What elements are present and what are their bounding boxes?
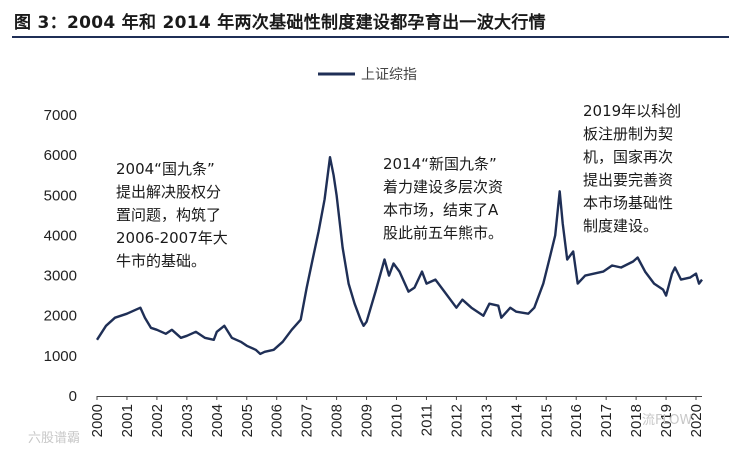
series-layer	[95, 156, 703, 356]
x-tick-label: 2002	[149, 404, 166, 437]
x-axis: 2000 2001 2002 2003 2004 2005 2006 2007 2008 2009…	[89, 396, 705, 437]
x-tick-label: 2014	[508, 404, 525, 437]
x-tick-label: 2020	[688, 404, 705, 437]
x-tick-label: 2008	[329, 404, 346, 437]
x-tick-label: 2019	[658, 404, 675, 437]
title-rule	[12, 36, 729, 38]
figure-title: 图 3：2004 年和 2014 年两次基础性制度建设都孕育出一波大行情	[14, 13, 546, 33]
x-tick-label: 2010	[389, 404, 406, 437]
legend: 上证综指	[318, 67, 417, 83]
x-tick-label: 2004	[209, 404, 226, 437]
y-tick-label: 6000	[44, 147, 77, 164]
x-tick-label: 2000	[89, 404, 106, 437]
y-tick-label: 5000	[44, 187, 77, 204]
legend-label: 上证综指	[361, 67, 417, 83]
y-tick-label: 0	[69, 388, 77, 405]
x-tick-label: 2009	[359, 404, 376, 437]
y-tick-label: 3000	[44, 268, 77, 285]
y-tick-label: 1000	[44, 348, 77, 365]
x-tick-label: 2007	[299, 404, 316, 437]
x-tick-label: 2005	[239, 404, 256, 437]
annotation-2004: 2004“国九条” 提出解决股权分 置问题，构筑了 2006-2007年大 牛市…	[116, 160, 228, 270]
watermark-left: 六股谱霸	[28, 431, 81, 446]
annotation-2014: 2014“新国九条” 着力建设多层次资 本市场，结束了A 股此前五年熊市。	[383, 155, 504, 242]
x-tick-label: 2013	[478, 404, 495, 437]
x-tick-label: 2015	[538, 404, 555, 437]
y-tick-label: 4000	[44, 227, 77, 244]
y-tick-label: 2000	[44, 308, 77, 325]
series-line	[95, 156, 703, 356]
x-tick-label: 2012	[448, 404, 465, 437]
x-tick-label: 2011	[418, 404, 435, 436]
x-tick-label: 2016	[568, 404, 585, 437]
y-tick-label: 7000	[44, 107, 77, 124]
annotation-2019: 2019年以科创 板注册制为契 机，国家再次 提出要完善资 本市场基础性 制度建…	[583, 102, 682, 235]
y-axis: 0 1000 2000 3000 4000 5000 6000 7000	[44, 107, 77, 405]
x-tick-label: 2001	[119, 404, 136, 437]
x-tick-label: 2003	[179, 404, 196, 437]
x-tick-label: 2006	[269, 404, 286, 437]
x-tick-label: 2018	[628, 404, 645, 437]
watermark-right: 流FLOW	[642, 413, 693, 428]
x-tick-label: 2017	[598, 404, 615, 437]
